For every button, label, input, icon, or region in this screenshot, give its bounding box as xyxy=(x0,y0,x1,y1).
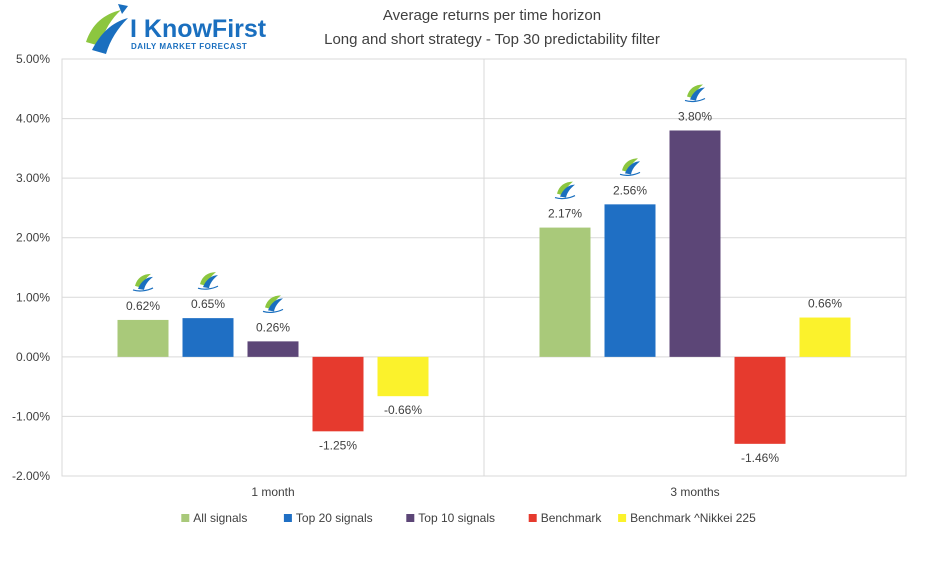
logo-tagline: Daily Market Forecast xyxy=(131,42,247,51)
badge-leaf xyxy=(268,298,283,312)
badge-leaf xyxy=(625,161,640,175)
badge-swoosh xyxy=(554,195,576,200)
logo-badge-icon xyxy=(619,158,641,176)
legend-label: Benchmark ^Nikkei 225 xyxy=(630,511,756,525)
badge-leaf xyxy=(138,276,153,290)
badge-leaf xyxy=(200,272,216,287)
legend-swatch xyxy=(181,514,190,522)
y-tick-label: 4.00% xyxy=(16,112,50,126)
legend-label: Benchmark xyxy=(541,511,603,525)
data-label: 2.56% xyxy=(613,183,647,197)
data-label: -1.25% xyxy=(319,438,357,452)
legend-swatch xyxy=(528,514,537,522)
y-tick-label: 0.00% xyxy=(16,350,50,364)
badge-leaf xyxy=(560,184,575,198)
badge-swoosh xyxy=(262,308,284,314)
bar xyxy=(312,356,364,432)
logo-badge-icon xyxy=(554,181,576,200)
bar xyxy=(117,319,169,357)
logo-badge-icon xyxy=(684,84,706,103)
chart-title: Average returns per time horizon xyxy=(383,7,601,24)
bar xyxy=(799,317,851,357)
legend-swatch xyxy=(406,514,415,522)
badge-leaf xyxy=(203,275,218,289)
legend-label: Top 10 signals xyxy=(418,511,495,525)
logo-badge-icon xyxy=(132,273,154,292)
data-label: 0.62% xyxy=(126,299,160,313)
badge-leaf xyxy=(135,273,151,288)
data-label: 3.80% xyxy=(678,109,712,123)
y-tick-label: 3.00% xyxy=(16,171,50,185)
legend-swatch xyxy=(283,514,292,522)
bar xyxy=(669,130,721,357)
legend-swatch xyxy=(618,514,627,522)
badge-leaf xyxy=(690,87,705,101)
data-label: -0.66% xyxy=(384,403,422,417)
y-tick-label: 2.00% xyxy=(16,231,50,245)
bar xyxy=(377,356,429,397)
legend-label: All signals xyxy=(193,511,247,525)
x-category-label: 1 month xyxy=(251,485,294,499)
bar xyxy=(247,341,299,357)
badge-swoosh xyxy=(684,97,706,103)
logo-swoosh-icon xyxy=(86,4,128,54)
plot-area: 5.00% 4.00% 3.00% 2.00% 1.00% 0.00% -1.00% -2.0… xyxy=(12,52,907,499)
bar xyxy=(182,318,234,357)
data-label: 2.17% xyxy=(548,207,582,221)
bar xyxy=(539,227,591,357)
x-category-label: 3 months xyxy=(670,485,719,499)
badge-swoosh xyxy=(197,285,219,290)
data-label: 0.26% xyxy=(256,320,290,334)
logo: I KnowFirst Daily Market Forecast xyxy=(86,4,267,54)
y-tick-label: -2.00% xyxy=(12,469,50,483)
logo-badge-icon xyxy=(197,272,219,290)
badge-leaf xyxy=(557,181,573,196)
y-tick-label: 1.00% xyxy=(16,290,50,304)
data-label: 0.66% xyxy=(808,297,842,311)
logo-badge-icon xyxy=(262,295,284,314)
badge-leaf xyxy=(687,84,703,99)
y-tick-label: 5.00% xyxy=(16,52,50,66)
legend: All signals Top 20 signals Top 10 signals B… xyxy=(181,511,756,525)
chart-subtitle: Long and short strategy - Top 30 predict… xyxy=(324,31,660,48)
badge-swoosh xyxy=(132,287,154,292)
y-tick-label: -1.00% xyxy=(12,409,50,423)
badge-swoosh xyxy=(619,171,641,176)
logo-wordmark: I KnowFirst xyxy=(130,15,267,43)
bar xyxy=(604,204,656,357)
badge-leaf xyxy=(265,295,281,310)
bar xyxy=(734,356,786,444)
data-label: -1.46% xyxy=(741,451,779,465)
badge-leaf xyxy=(622,158,638,173)
data-label: 0.65% xyxy=(191,297,225,311)
legend-label: Top 20 signals xyxy=(296,511,373,525)
